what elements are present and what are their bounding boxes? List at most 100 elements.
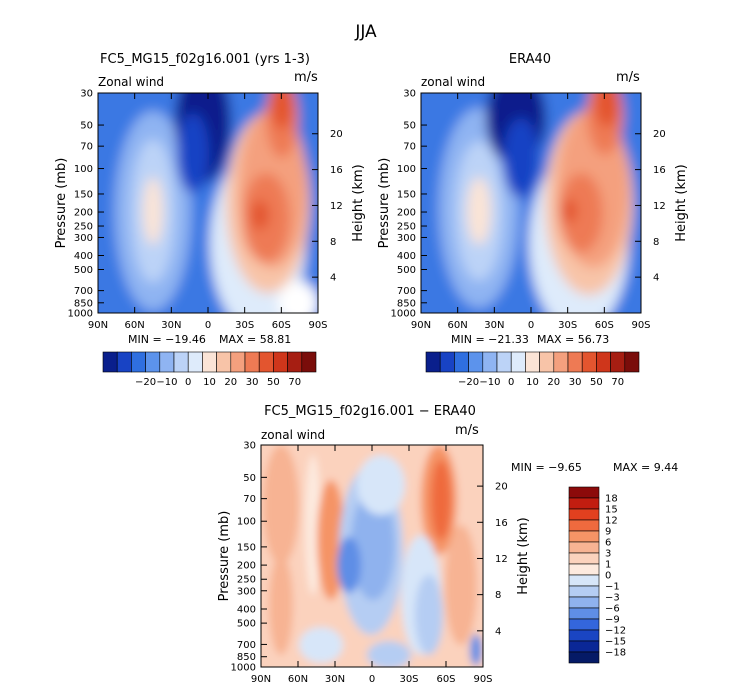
colorbar-swatch — [610, 351, 626, 373]
max-value-text: MAX = 58.81 — [219, 333, 291, 346]
y-tick-label: 150 — [74, 189, 93, 200]
x-tick-label: 90S — [631, 320, 650, 331]
y-tick-label: 100 — [74, 164, 93, 175]
colorbar-label: 30 — [246, 377, 259, 388]
right-axis-title: Height (km) — [351, 164, 366, 241]
colorbar-swatch — [287, 351, 303, 373]
colorbar-swatch — [258, 351, 274, 373]
colorbar-swatch — [568, 486, 600, 499]
right-tick-label: 12 — [653, 201, 666, 212]
y-tick-label: 1000 — [68, 309, 93, 320]
colorbar-swatch — [568, 541, 600, 554]
right-tick-label: 16 — [653, 165, 666, 176]
colorbar-label: 6 — [605, 538, 611, 549]
panel-difference: FC5_MG15_f02g16.001 − ERA40 zonal wind m… — [260, 404, 484, 668]
y-tick-label: 300 — [397, 233, 416, 244]
y-tick-label: 150 — [397, 189, 416, 200]
right-tick-label: 4 — [495, 626, 501, 637]
colorbar-swatch — [496, 351, 512, 373]
y-tick-label: 30 — [403, 89, 416, 100]
colorbar-label: 20 — [547, 377, 560, 388]
colorbar-swatch — [568, 563, 600, 576]
y-axis-title: Pressure (mb) — [217, 511, 232, 602]
colorbar-swatch — [568, 497, 600, 510]
y-tick-label: 850 — [74, 298, 93, 309]
colorbar-label: 15 — [605, 505, 618, 516]
right-tick-label: 4 — [653, 273, 659, 284]
y-tick-label: 250 — [74, 222, 93, 233]
colorbar-label: 3 — [605, 549, 611, 560]
colorbar-label: −20 — [135, 377, 156, 388]
colorbar-swatch — [568, 629, 600, 642]
colorbar-swatch — [301, 351, 317, 373]
y-tick-label: 500 — [397, 265, 416, 276]
x-tick-label: 60N — [288, 674, 308, 685]
colorbar-swatch — [468, 351, 484, 373]
panel-difference-title: FC5_MG15_f02g16.001 − ERA40 — [264, 404, 476, 419]
colorbar-label: 0 — [605, 571, 611, 582]
colorbar-swatch — [567, 351, 583, 373]
panel-era40-units: m/s — [616, 70, 640, 85]
colorbar-label: 1 — [605, 560, 611, 571]
y-tick-label: 300 — [237, 586, 256, 597]
colorbar-label: −1 — [605, 582, 620, 593]
right-tick-label: 8 — [495, 590, 501, 601]
colorbar-label: −20 — [458, 377, 479, 388]
x-tick-label: 30S — [399, 674, 418, 685]
colorbar-swatch — [510, 351, 526, 373]
colorbar-swatch — [624, 351, 640, 373]
y-tick-label: 150 — [237, 542, 256, 553]
y-tick-label: 400 — [74, 251, 93, 262]
x-tick-label: 30N — [484, 320, 504, 331]
y-tick-label: 300 — [74, 233, 93, 244]
x-tick-label: 30S — [235, 320, 254, 331]
colorbar-label: 70 — [611, 377, 624, 388]
colorbar-swatch — [273, 351, 288, 373]
y-tick-label: 200 — [237, 561, 256, 572]
y-tick-label: 70 — [403, 142, 416, 153]
y-tick-label: 850 — [237, 652, 256, 663]
colorbar-label: 9 — [605, 527, 611, 538]
panel-model: FC5_MG15_f02g16.001 (yrs 1-3) Zonal wind… — [97, 52, 319, 314]
colorbar-swatch — [116, 351, 132, 373]
y-tick-label: 250 — [237, 575, 256, 586]
colorbar-swatch — [425, 351, 441, 373]
panel-model-units: m/s — [294, 70, 318, 85]
colorbar-swatch — [173, 351, 189, 373]
y-tick-label: 70 — [243, 494, 256, 505]
colorbar-label: −9 — [605, 615, 620, 626]
colorbar-swatch — [454, 351, 469, 373]
y-tick-label: 1000 — [391, 309, 416, 320]
x-tick-label: 30N — [325, 674, 345, 685]
x-tick-label: 90N — [411, 320, 431, 331]
x-tick-label: 60S — [272, 320, 291, 331]
colorbar-swatch — [568, 552, 600, 565]
y-tick-label: 850 — [397, 298, 416, 309]
colorbar-label: 10 — [203, 377, 216, 388]
y-tick-label: 700 — [74, 286, 93, 297]
y-tick-label: 200 — [74, 208, 93, 219]
colorbar-swatch — [439, 351, 455, 373]
colorbar-swatch — [568, 607, 600, 620]
x-tick-label: 60N — [448, 320, 468, 331]
colorbar-swatch — [482, 351, 498, 373]
colorbar-swatch — [568, 640, 600, 653]
max-value-text: MAX = 9.44 — [613, 461, 678, 474]
y-tick-label: 1000 — [231, 663, 256, 674]
y-tick-label: 50 — [403, 121, 416, 132]
colorbar-swatch — [102, 351, 118, 373]
colorbar-label: 0 — [508, 377, 514, 388]
min-value-text: MIN = −21.33 — [451, 333, 529, 346]
colorbar-swatch — [568, 651, 600, 664]
x-tick-label: 90N — [251, 674, 271, 685]
figure-title: JJA — [354, 22, 377, 42]
colorbar-swatch — [553, 351, 569, 373]
y-tick-label: 50 — [243, 473, 256, 484]
x-tick-label: 30S — [558, 320, 577, 331]
colorbar-label: 30 — [569, 377, 582, 388]
y-tick-label: 30 — [80, 89, 93, 100]
colorbar-swatch — [145, 351, 161, 373]
colorbar-label: 12 — [605, 516, 618, 527]
colorbar-label: 70 — [288, 377, 301, 388]
colorbar-swatch — [202, 351, 217, 373]
